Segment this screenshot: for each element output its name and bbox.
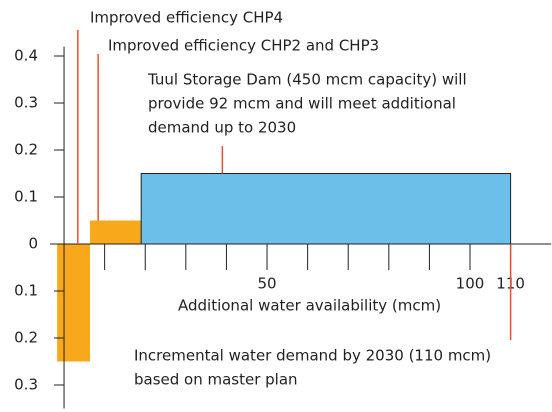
x-tick-label: 100: [456, 275, 485, 293]
bar: [140, 173, 512, 245]
annotation-text: provide 92 mcm and will meet additional: [148, 95, 456, 113]
y-tick-label: 0.1: [14, 188, 38, 206]
y-tick-label: 0.3: [14, 376, 38, 394]
annotation-text: based on master plan: [134, 371, 298, 389]
y-tick-label: 0.4: [14, 47, 38, 65]
x-tick-label: 50: [257, 275, 276, 293]
bar: [90, 220, 142, 244]
x-axis-label: Additional water availability (mcm): [178, 297, 441, 315]
annotation-text: Tuul Storage Dam (450 mcm capacity) will: [147, 71, 467, 89]
annotation-text: Incremental water demand by 2030 (110 mc…: [134, 347, 491, 365]
annotation-text: Improved efficiency CHP4: [90, 9, 283, 27]
y-tick-label: 0.1: [14, 282, 38, 300]
annotation-text: demand up to 2030: [148, 119, 296, 137]
bar: [57, 244, 91, 362]
annotation-text: Improved efficiency CHP2 and CHP3: [108, 37, 379, 55]
y-tick-label: 0.3: [14, 94, 38, 112]
y-tick-label: 0.2: [14, 141, 38, 159]
y-tick-label: 0.2: [14, 329, 38, 347]
y-tick-label: 0: [28, 235, 38, 253]
